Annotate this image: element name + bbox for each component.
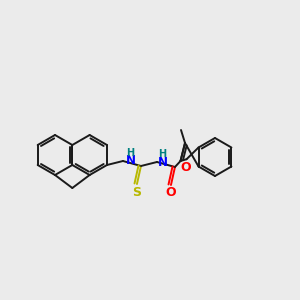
Text: N: N xyxy=(158,155,168,169)
Text: O: O xyxy=(166,187,176,200)
Text: N: N xyxy=(126,154,136,167)
Text: H: H xyxy=(126,148,134,158)
Text: H: H xyxy=(158,149,166,159)
Text: O: O xyxy=(180,161,191,174)
Text: S: S xyxy=(133,185,142,199)
